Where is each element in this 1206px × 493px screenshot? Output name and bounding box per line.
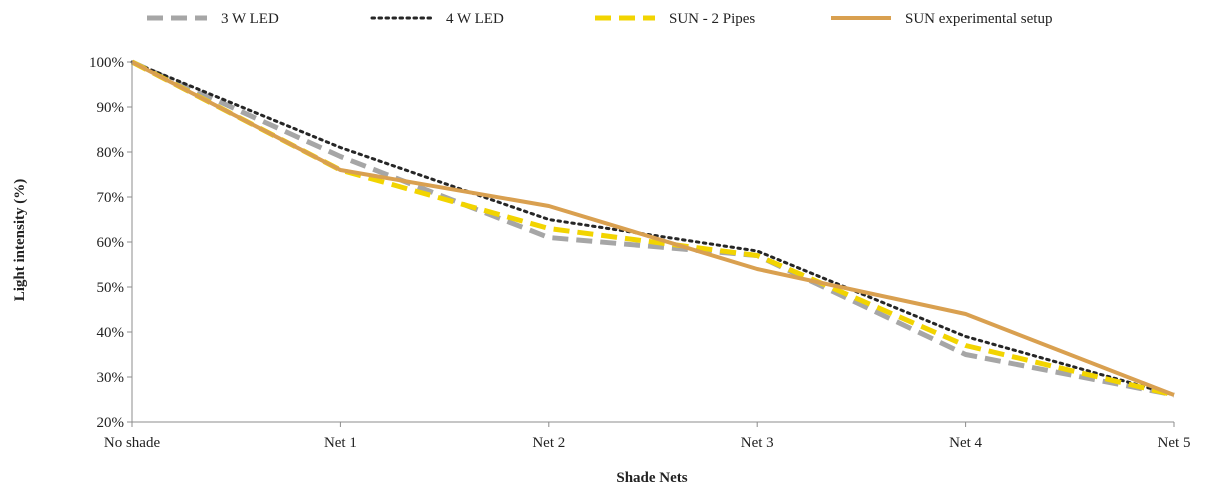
x-tick-label: No shade [104, 435, 161, 451]
legend: 3 W LED 4 W LED SUN - 2 Pipes SUN experimen… [147, 11, 1052, 27]
y-tick-label: 30% [97, 370, 125, 386]
y-tick-label: 20% [97, 415, 125, 431]
legend-label: SUN - 2 Pipes [669, 11, 755, 27]
axes: 20% 30% 40% 50% 60% 70% 80% 90% 100% No shade Net … [89, 55, 1190, 451]
y-tick-label: 50% [97, 280, 125, 296]
legend-label: 4 W LED [446, 11, 504, 27]
y-tick-label: 40% [97, 325, 125, 341]
series-line-3-w-led [132, 62, 1174, 395]
x-tick-label: Net 4 [949, 435, 982, 451]
x-tick-label: Net 3 [741, 435, 774, 451]
y-axis-title: Light intensity (%) [12, 179, 28, 302]
y-tick-label: 90% [97, 100, 125, 116]
x-tick-label: Net 2 [532, 435, 565, 451]
series-line-sun-2-pipes [132, 62, 1174, 395]
y-tick-label: 70% [97, 190, 125, 206]
series-line-4-w-led [132, 62, 1174, 395]
x-tick-label: Net 5 [1158, 435, 1191, 451]
y-tick-label: 80% [97, 145, 125, 161]
y-tick-label: 100% [89, 55, 124, 71]
x-axis-title: Shade Nets [616, 470, 687, 486]
legend-label: 3 W LED [221, 11, 279, 27]
y-tick-label: 60% [97, 235, 125, 251]
plot-area [132, 62, 1174, 395]
series-line-sun-experimental-setup [132, 62, 1174, 395]
x-tick-label: Net 1 [324, 435, 357, 451]
legend-label: SUN experimental setup [905, 11, 1052, 27]
